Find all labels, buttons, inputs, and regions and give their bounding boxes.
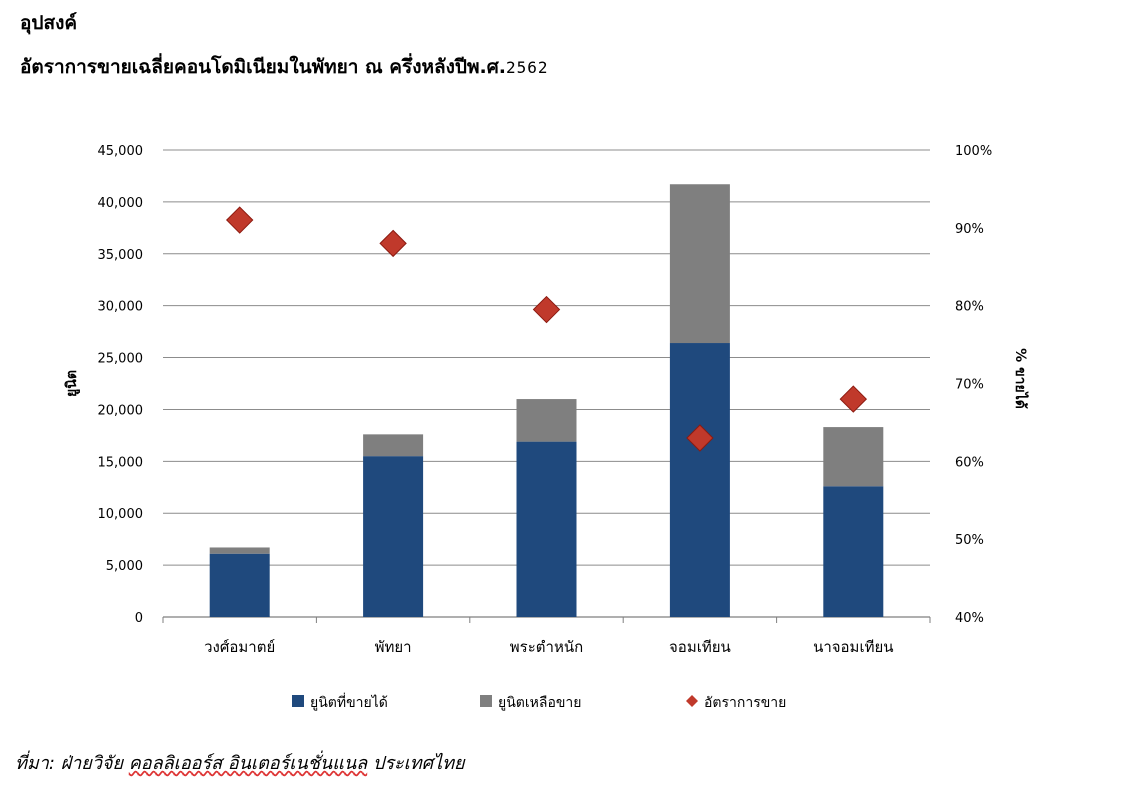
legend-label: อัตราการขาย bbox=[704, 695, 786, 711]
rate-marker bbox=[225, 206, 254, 234]
legend-label: ยูนิตที่ขายได้ bbox=[310, 693, 388, 711]
y-right-tick-label: 100% bbox=[955, 144, 992, 159]
y-right-tick-label: 70% bbox=[955, 378, 984, 393]
y-right-tick-label: 80% bbox=[955, 300, 984, 315]
bar-segment bbox=[209, 553, 270, 617]
category-label: จอมเทียน bbox=[669, 638, 731, 656]
bar-segment bbox=[363, 456, 424, 617]
legend-swatch bbox=[292, 695, 304, 707]
y-tick-label: 35,000 bbox=[98, 248, 144, 263]
bar-segment bbox=[669, 184, 730, 344]
bars-group bbox=[209, 184, 884, 617]
bar-segment bbox=[669, 343, 730, 617]
section-heading: อุปสงค์ bbox=[20, 12, 78, 34]
y-tick-label: 25,000 bbox=[98, 352, 144, 367]
chart-title: อัตราการขายเฉลี่ยคอนโดมิเนียมในพัทยา ณ ค… bbox=[20, 52, 549, 82]
bar-segment bbox=[363, 434, 424, 457]
rate-marker bbox=[839, 385, 868, 413]
legend-swatch bbox=[686, 695, 698, 707]
y-right-tick-label: 40% bbox=[955, 611, 984, 626]
source-prefix: ที่มา: ฝ่ายวิจัย bbox=[15, 753, 129, 774]
bar-segment bbox=[516, 399, 577, 442]
category-labels: วงศ์อมาตย์ พัทยา พระตำหนัก จอมเทียน นาจอมเที… bbox=[204, 638, 893, 656]
y-right-tick-label: 50% bbox=[955, 533, 984, 548]
left-axis-ticks: 0 5,000 10,000 15,000 20,000 25,000 30,000 35,0… bbox=[98, 144, 144, 626]
y-right-tick-label: 60% bbox=[955, 455, 984, 470]
legend: ยูนิตที่ขายได้ ยูนิตเหลือขาย อัตราการขาย bbox=[292, 693, 786, 711]
source-company: คอลลิเออร์ส อินเตอร์เนชั่นแนล bbox=[128, 753, 368, 774]
bar-segment bbox=[823, 427, 884, 487]
chart-title-text: อัตราการขายเฉลี่ยคอนโดมิเนียมในพัทยา ณ ค… bbox=[20, 56, 507, 78]
y-tick-label: 30,000 bbox=[98, 300, 144, 315]
y-tick-label: 10,000 bbox=[98, 507, 144, 522]
bar-segment bbox=[209, 547, 270, 554]
y-tick-label: 40,000 bbox=[98, 196, 144, 211]
legend-label: ยูนิตเหลือขาย bbox=[498, 695, 582, 711]
y-axis-label: ยูนิต bbox=[64, 370, 80, 397]
category-label: พัทยา bbox=[375, 638, 412, 656]
y-tick-label: 0 bbox=[135, 611, 143, 626]
category-label: นาจอมเทียน bbox=[813, 638, 893, 656]
y-axis-right-label: % ขายได้ bbox=[1012, 348, 1030, 409]
rate-marker bbox=[532, 295, 561, 324]
bar-segment bbox=[516, 441, 577, 617]
category-label: วงศ์อมาตย์ bbox=[204, 638, 275, 656]
rate-marker bbox=[686, 424, 714, 452]
bar-segment bbox=[823, 486, 884, 617]
y-tick-label: 20,000 bbox=[98, 403, 144, 418]
rate-marker bbox=[379, 229, 407, 258]
legend-swatch bbox=[480, 695, 492, 707]
category-label: พระตำหนัก bbox=[510, 638, 583, 656]
y-tick-label: 45,000 bbox=[98, 144, 144, 159]
y-tick-label: 5,000 bbox=[106, 559, 143, 574]
chart-title-year: 2562 bbox=[506, 58, 549, 77]
right-axis-ticks: 40% 50% 60% 70% 80% 90% 100% bbox=[955, 144, 992, 626]
source-suffix: ประเทศไทย bbox=[367, 753, 465, 774]
source-note: ที่มา: ฝ่ายวิจัย คอลลิเออร์ส อินเตอร์เนช… bbox=[15, 748, 465, 777]
y-right-tick-label: 90% bbox=[955, 222, 984, 237]
y-tick-label: 15,000 bbox=[98, 455, 144, 470]
markers-group bbox=[225, 206, 868, 452]
